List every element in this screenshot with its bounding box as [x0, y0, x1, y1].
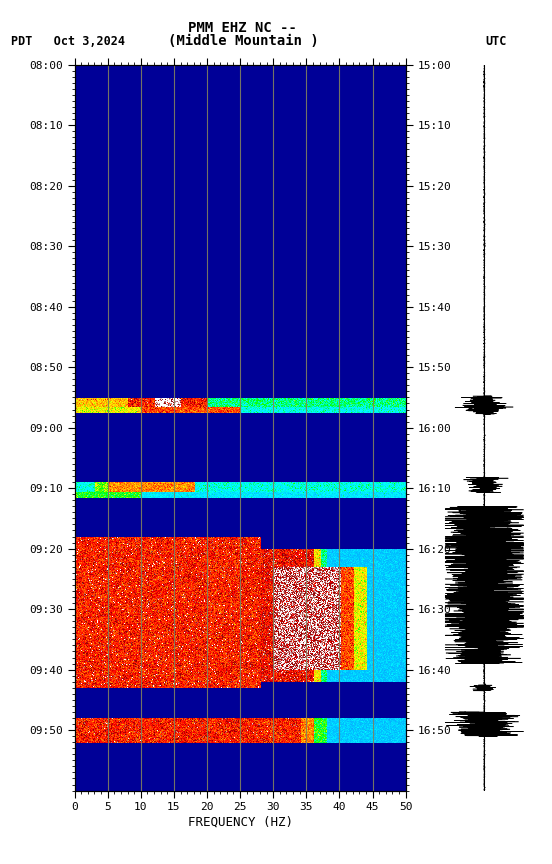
Text: (Middle Mountain ): (Middle Mountain ) — [167, 34, 319, 48]
X-axis label: FREQUENCY (HZ): FREQUENCY (HZ) — [188, 815, 293, 828]
Text: PDT   Oct 3,2024: PDT Oct 3,2024 — [11, 35, 125, 48]
Text: UTC: UTC — [486, 35, 507, 48]
Text: PMM EHZ NC --: PMM EHZ NC -- — [188, 21, 298, 35]
